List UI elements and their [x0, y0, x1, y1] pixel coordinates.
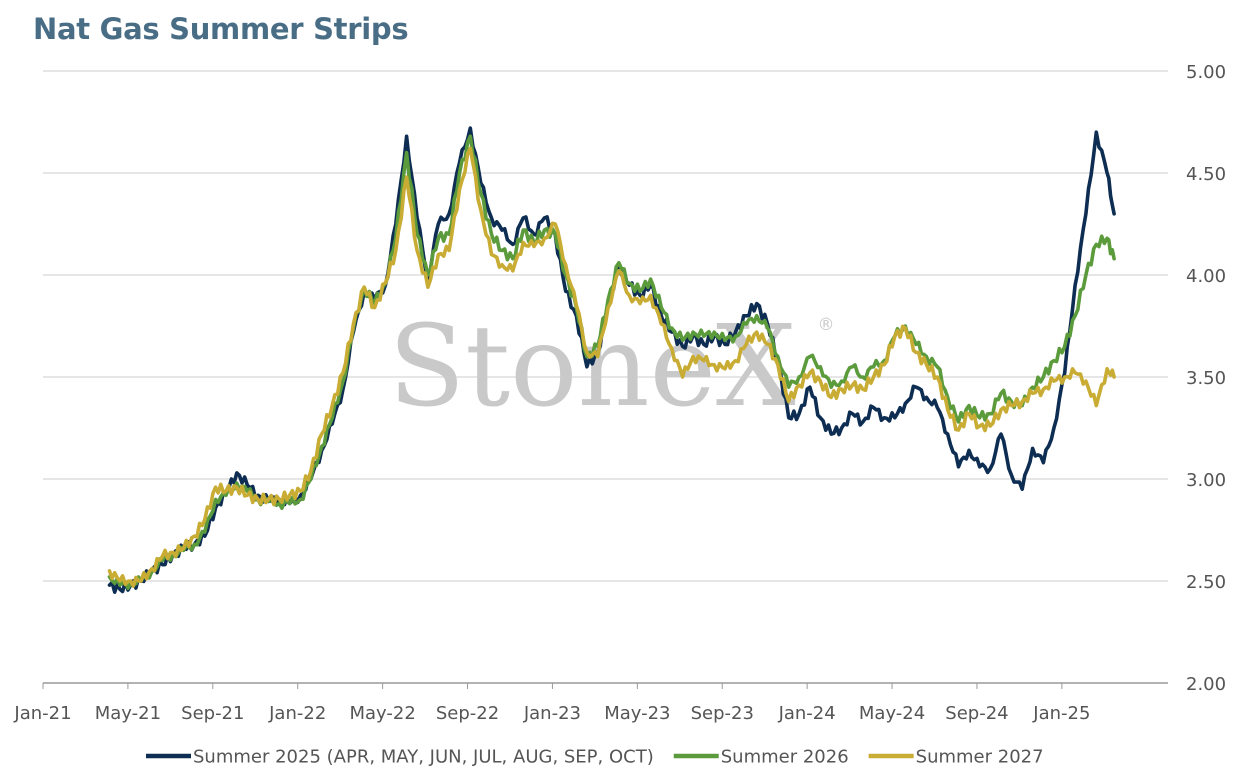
legend: Summer 2025 (APR, MAY, JUN, JUL, AUG, SE… — [146, 747, 1044, 768]
y-tick-label: 5.00 — [1186, 62, 1226, 83]
y-tick-label: 2.50 — [1186, 572, 1226, 593]
x-tick-label: Jan-21 — [13, 703, 71, 724]
plot-area — [107, 126, 1116, 594]
x-tick-label: Jan-23 — [523, 703, 581, 724]
x-tick-label: Sep-21 — [181, 703, 244, 724]
x-tick-label: May-24 — [859, 703, 925, 724]
legend-label-2: Summer 2026 — [721, 747, 849, 768]
gridlines — [43, 70, 1168, 684]
x-tick-label: May-22 — [349, 703, 415, 724]
y-tick-label: 4.50 — [1186, 164, 1226, 185]
y-tick-label: 2.00 — [1186, 674, 1226, 695]
y-tick-label: 3.50 — [1186, 368, 1226, 389]
watermark-registered-mark: ® — [818, 315, 835, 335]
legend-label-1: Summer 2025 (APR, MAY, JUN, JUL, AUG, SE… — [193, 747, 654, 768]
x-axis: Jan-21 May-21 Sep-21 Jan-22 May-22 Sep-22 Jan-… — [13, 683, 1090, 724]
x-tick-label: Sep-22 — [436, 703, 499, 724]
series-line-3 — [107, 146, 1116, 588]
x-tick-label: Sep-24 — [945, 703, 1008, 724]
y-tick-label: 4.00 — [1186, 266, 1226, 287]
legend-label-3: Summer 2027 — [916, 747, 1044, 768]
chart-title: Nat Gas Summer Strips — [33, 12, 409, 46]
x-tick-label: Sep-23 — [691, 703, 754, 724]
x-tick-label: May-21 — [95, 703, 161, 724]
y-axis: 5.00 4.50 4.00 3.50 3.00 2.50 2.00 — [1186, 62, 1226, 695]
x-tick-label: Jan-22 — [268, 703, 326, 724]
watermark-text: StoneX — [388, 302, 796, 432]
x-tick-label: Jan-25 — [1032, 703, 1090, 724]
x-tick-label: Jan-24 — [778, 703, 836, 724]
x-tick-label: May-23 — [604, 703, 670, 724]
y-tick-label: 3.00 — [1186, 470, 1226, 491]
